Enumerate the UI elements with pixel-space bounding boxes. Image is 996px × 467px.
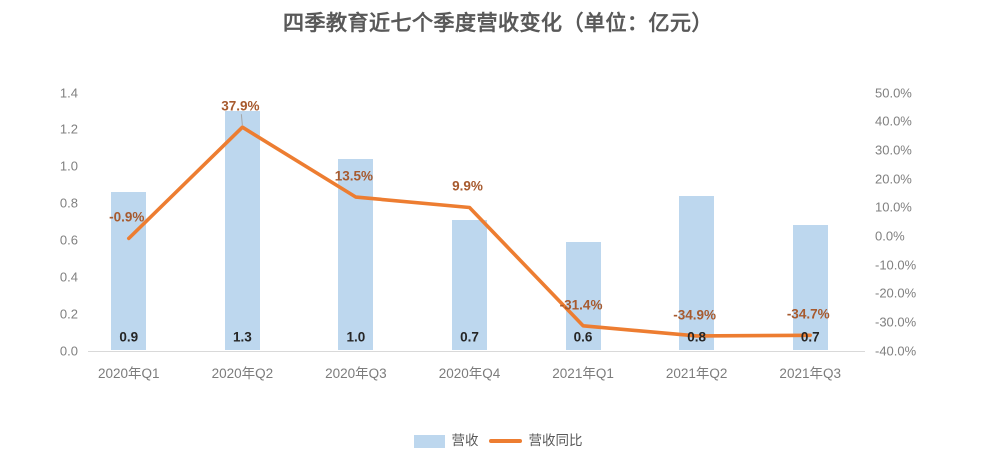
yoy-data-label: -31.4%	[559, 297, 603, 313]
bar-value-label: 0.6	[573, 329, 593, 345]
bar-value-label: 0.7	[800, 329, 820, 345]
left-axis-tick: 0.6	[59, 232, 78, 248]
right-axis-tick: 10.0%	[875, 199, 912, 215]
left-axis-tick: 0.0	[59, 343, 78, 358]
legend-line-swatch	[488, 439, 522, 443]
yoy-data-label: 9.9%	[452, 178, 483, 194]
x-axis-label: 2020年Q1	[98, 366, 160, 381]
left-axis-tick: 1.2	[59, 121, 78, 137]
bar-value-label: 0.9	[119, 329, 139, 345]
left-axis-tick: 0.8	[59, 195, 78, 211]
x-axis-label: 2021年Q2	[665, 366, 728, 381]
left-axis-tick: 0.4	[59, 269, 78, 285]
right-axis-tick: -10.0%	[875, 257, 917, 272]
x-axis-line	[88, 350, 865, 352]
bar-value-label: 0.8	[687, 329, 707, 345]
yoy-data-label: 13.5%	[334, 168, 374, 184]
bar-value-label: 0.7	[460, 329, 479, 345]
right-axis-tick: 20.0%	[875, 171, 912, 186]
x-axis-label: 2020年Q2	[211, 366, 274, 381]
legend: 营收 营收同比	[0, 434, 996, 448]
yoy-data-label: 37.9%	[221, 98, 260, 114]
right-axis-tick: -20.0%	[875, 285, 917, 301]
bar	[679, 195, 715, 351]
right-axis-tick: 30.0%	[875, 142, 912, 158]
bar	[224, 110, 260, 351]
yoy-data-label: -34.7%	[786, 306, 830, 322]
x-axis-label: 2021年Q1	[552, 366, 614, 381]
legend-bar-swatch	[413, 434, 445, 448]
yoy-data-label: -0.9%	[109, 209, 145, 225]
bar	[338, 158, 374, 351]
left-axis-tick: 1.0	[59, 158, 78, 174]
right-axis-tick: -40.0%	[875, 343, 917, 358]
x-axis-label: 2021年Q3	[779, 366, 841, 381]
bar-value-label: 1.0	[346, 329, 366, 345]
left-axis-tick: 0.2	[59, 306, 78, 322]
chart-title: 四季教育近七个季度营收变化（单位：亿元）	[283, 12, 713, 35]
legend-bar-label: 营收	[451, 433, 479, 448]
yoy-data-label: -34.9%	[673, 307, 717, 323]
left-axis-tick: 1.4	[59, 85, 78, 100]
bar-value-label: 1.3	[232, 329, 252, 345]
x-axis-label: 2020年Q3	[325, 366, 387, 381]
right-axis-tick: 50.0%	[875, 85, 912, 100]
right-axis-tick: 40.0%	[875, 113, 912, 129]
legend-line-label: 营收同比	[528, 433, 583, 448]
right-axis-tick: -30.0%	[875, 314, 917, 330]
x-axis-label: 2020年Q4	[438, 366, 501, 381]
right-axis-tick: 0.0%	[875, 228, 905, 244]
